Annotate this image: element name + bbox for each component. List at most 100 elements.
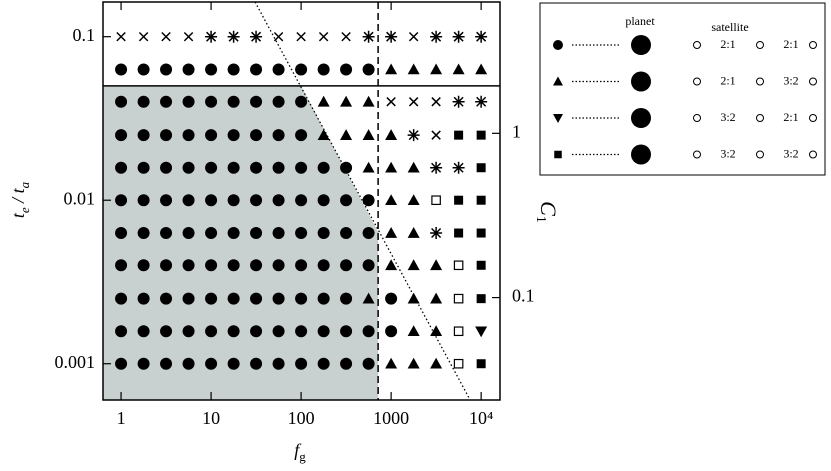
- marker-part: [475, 95, 488, 108]
- marker-part: [137, 292, 150, 305]
- marker-part: [317, 357, 330, 370]
- marker-part: [182, 161, 195, 174]
- marker: [182, 357, 195, 370]
- marker: [430, 259, 443, 271]
- marker: [430, 325, 443, 337]
- marker-part: [295, 357, 308, 370]
- marker: [160, 129, 173, 142]
- marker: [340, 227, 353, 240]
- marker-part: [272, 227, 285, 240]
- marker-part: [115, 161, 128, 174]
- marker: [183, 31, 194, 42]
- marker: [340, 161, 353, 174]
- marker-part: [205, 30, 218, 43]
- marker-part: [205, 325, 218, 338]
- marker-part: [295, 129, 308, 142]
- y-tick-label: 0.001: [55, 352, 96, 372]
- marker: [250, 129, 263, 142]
- planet-symbol: [631, 144, 651, 165]
- marker: [454, 130, 464, 140]
- marker-part: [385, 227, 398, 238]
- marker: [340, 194, 353, 207]
- marker-part: [317, 161, 330, 174]
- marker-part: [160, 227, 173, 240]
- marker: [160, 325, 173, 338]
- marker: [160, 63, 173, 76]
- marker: [431, 97, 441, 107]
- y-label-sub: a: [17, 181, 32, 188]
- marker-part: [341, 31, 351, 42]
- marker-part: [407, 357, 420, 369]
- marker-part: [160, 357, 173, 370]
- marker-part: [227, 292, 240, 305]
- marker-part: [476, 228, 486, 238]
- marker-part: [317, 227, 330, 240]
- marker: [317, 194, 330, 207]
- marker: [227, 259, 240, 272]
- marker-part: [160, 292, 173, 305]
- marker: [295, 357, 308, 370]
- marker: [430, 30, 443, 43]
- marker-part: [160, 161, 173, 174]
- marker: [273, 31, 284, 42]
- marker: [475, 63, 488, 75]
- marker-part: [137, 63, 150, 76]
- marker-part: [431, 97, 441, 107]
- marker: [362, 357, 375, 370]
- marker: [385, 357, 398, 369]
- marker: [272, 259, 285, 272]
- marker-part: [137, 325, 150, 338]
- legend-header: satellite: [711, 20, 748, 34]
- marker: [476, 260, 486, 270]
- marker-part: [250, 161, 263, 174]
- marker-part: [160, 129, 173, 142]
- marker-part: [340, 129, 353, 140]
- resonance-label: 2:1: [720, 73, 735, 87]
- marker-part: [430, 227, 443, 240]
- satellite-symbol: [809, 77, 817, 86]
- marker: [205, 227, 218, 240]
- marker-part: [454, 130, 464, 140]
- marker: [340, 259, 353, 272]
- x-tick-label: 1000: [373, 408, 409, 428]
- marker: [295, 129, 308, 142]
- marker-part: [553, 114, 563, 123]
- marker-part: [475, 30, 488, 43]
- marker: [385, 292, 398, 305]
- marker-part: [250, 63, 263, 76]
- marker-part: [476, 260, 486, 270]
- x-tick-label: 100: [288, 408, 315, 428]
- y2-tick-label: 0.1: [512, 286, 535, 306]
- marker-part: [317, 292, 330, 305]
- marker-part: [272, 292, 285, 305]
- marker-part: [476, 130, 486, 140]
- marker: [452, 30, 465, 43]
- marker: [362, 194, 375, 207]
- marker-part: [407, 194, 420, 206]
- marker-part: [431, 195, 441, 206]
- marker-part: [385, 129, 398, 140]
- marker: [250, 227, 263, 240]
- marker: [318, 31, 329, 42]
- marker: [407, 194, 420, 206]
- marker: [452, 63, 465, 75]
- marker-part: [272, 357, 285, 370]
- marker: [431, 130, 441, 140]
- marker: [296, 31, 306, 42]
- marker-part: [317, 63, 330, 76]
- marker-part: [407, 161, 420, 173]
- marker-part: [115, 259, 128, 272]
- marker-part: [295, 259, 308, 272]
- marker: [115, 63, 128, 76]
- marker: [115, 259, 128, 272]
- marker-part: [182, 227, 195, 240]
- marker: [453, 260, 464, 271]
- marker-part: [138, 31, 149, 42]
- marker-part: [452, 161, 465, 174]
- marker: [362, 161, 375, 173]
- marker-part: [250, 357, 263, 370]
- marker-part: [454, 195, 464, 205]
- marker-part: [340, 161, 353, 174]
- marker-part: [160, 95, 173, 108]
- marker: [476, 359, 486, 369]
